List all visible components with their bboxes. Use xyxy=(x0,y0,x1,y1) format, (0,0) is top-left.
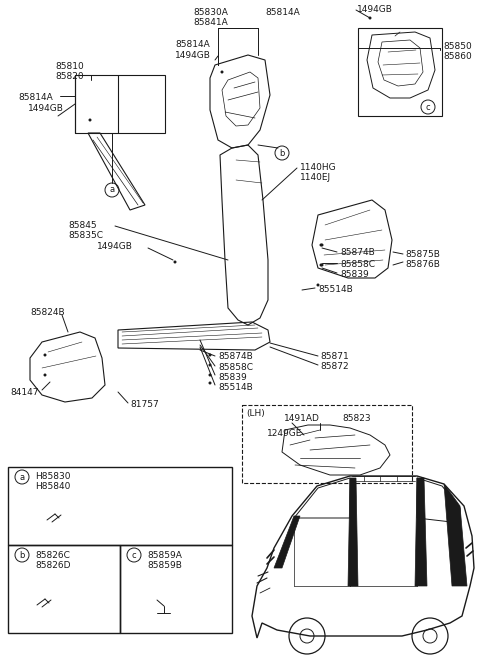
Text: 85841A: 85841A xyxy=(193,18,228,27)
Text: 85839: 85839 xyxy=(218,373,247,382)
Text: 85826C: 85826C xyxy=(35,551,70,560)
Circle shape xyxy=(316,283,320,287)
Text: a: a xyxy=(109,186,115,194)
Text: 85830A: 85830A xyxy=(193,8,228,17)
Text: 85858C: 85858C xyxy=(218,363,253,372)
Text: 85826D: 85826D xyxy=(35,561,71,570)
Circle shape xyxy=(44,373,47,377)
Circle shape xyxy=(208,373,212,377)
Text: 85875B: 85875B xyxy=(405,250,440,259)
Polygon shape xyxy=(415,478,427,586)
Text: 1494GB: 1494GB xyxy=(175,51,211,60)
Text: 84147: 84147 xyxy=(10,388,38,397)
Text: 85871: 85871 xyxy=(320,352,349,361)
Text: 85514B: 85514B xyxy=(318,285,353,294)
Text: c: c xyxy=(426,102,430,112)
Text: 85860: 85860 xyxy=(443,52,472,61)
Text: 1494GB: 1494GB xyxy=(97,242,133,251)
Circle shape xyxy=(208,354,212,356)
Bar xyxy=(75,75,165,133)
Text: 85823: 85823 xyxy=(342,414,371,423)
Bar xyxy=(8,467,232,545)
Bar xyxy=(358,28,442,116)
Text: H85830: H85830 xyxy=(35,472,71,481)
Text: 85876B: 85876B xyxy=(405,260,440,269)
Circle shape xyxy=(369,16,372,20)
Circle shape xyxy=(208,382,212,384)
Text: b: b xyxy=(19,550,24,560)
Text: 85514B: 85514B xyxy=(218,383,253,392)
Circle shape xyxy=(321,264,324,266)
Text: 85814A: 85814A xyxy=(18,93,53,102)
Text: 85845: 85845 xyxy=(68,221,96,230)
Text: 85859A: 85859A xyxy=(147,551,182,560)
Text: c: c xyxy=(132,550,136,560)
Text: 1249GE: 1249GE xyxy=(267,429,302,438)
Polygon shape xyxy=(274,516,300,568)
Bar xyxy=(120,545,232,633)
Text: 85850: 85850 xyxy=(443,42,472,51)
Text: a: a xyxy=(19,472,24,482)
Circle shape xyxy=(208,363,212,367)
Text: 85858C: 85858C xyxy=(340,260,375,269)
Text: 85814A: 85814A xyxy=(175,40,210,49)
Circle shape xyxy=(320,243,323,247)
Text: (LH): (LH) xyxy=(246,409,265,418)
Text: 85824B: 85824B xyxy=(30,308,65,317)
Circle shape xyxy=(44,354,47,356)
Text: 1494GB: 1494GB xyxy=(357,5,393,14)
Text: 1491AD: 1491AD xyxy=(284,414,320,423)
Text: 85874B: 85874B xyxy=(218,352,253,361)
Text: 81757: 81757 xyxy=(130,400,159,409)
Text: 85872: 85872 xyxy=(320,362,348,371)
Circle shape xyxy=(88,119,92,121)
Text: 85810: 85810 xyxy=(55,62,84,71)
Text: 1140HG: 1140HG xyxy=(300,163,336,172)
Circle shape xyxy=(321,243,324,247)
Polygon shape xyxy=(444,484,467,586)
Circle shape xyxy=(320,264,323,266)
Text: 85874B: 85874B xyxy=(340,248,375,257)
Text: b: b xyxy=(279,148,285,157)
Text: 85859B: 85859B xyxy=(147,561,182,570)
Polygon shape xyxy=(348,478,358,586)
Text: H85840: H85840 xyxy=(35,482,71,491)
Text: 85835C: 85835C xyxy=(68,231,103,240)
Circle shape xyxy=(173,260,177,264)
Text: 85820: 85820 xyxy=(55,72,84,81)
Text: 85839: 85839 xyxy=(340,270,369,279)
Bar xyxy=(8,545,120,633)
Bar xyxy=(242,405,412,483)
Text: 1494GB: 1494GB xyxy=(28,104,64,113)
Text: 1140EJ: 1140EJ xyxy=(300,173,331,182)
Circle shape xyxy=(220,70,224,73)
Text: 85814A: 85814A xyxy=(265,8,300,17)
